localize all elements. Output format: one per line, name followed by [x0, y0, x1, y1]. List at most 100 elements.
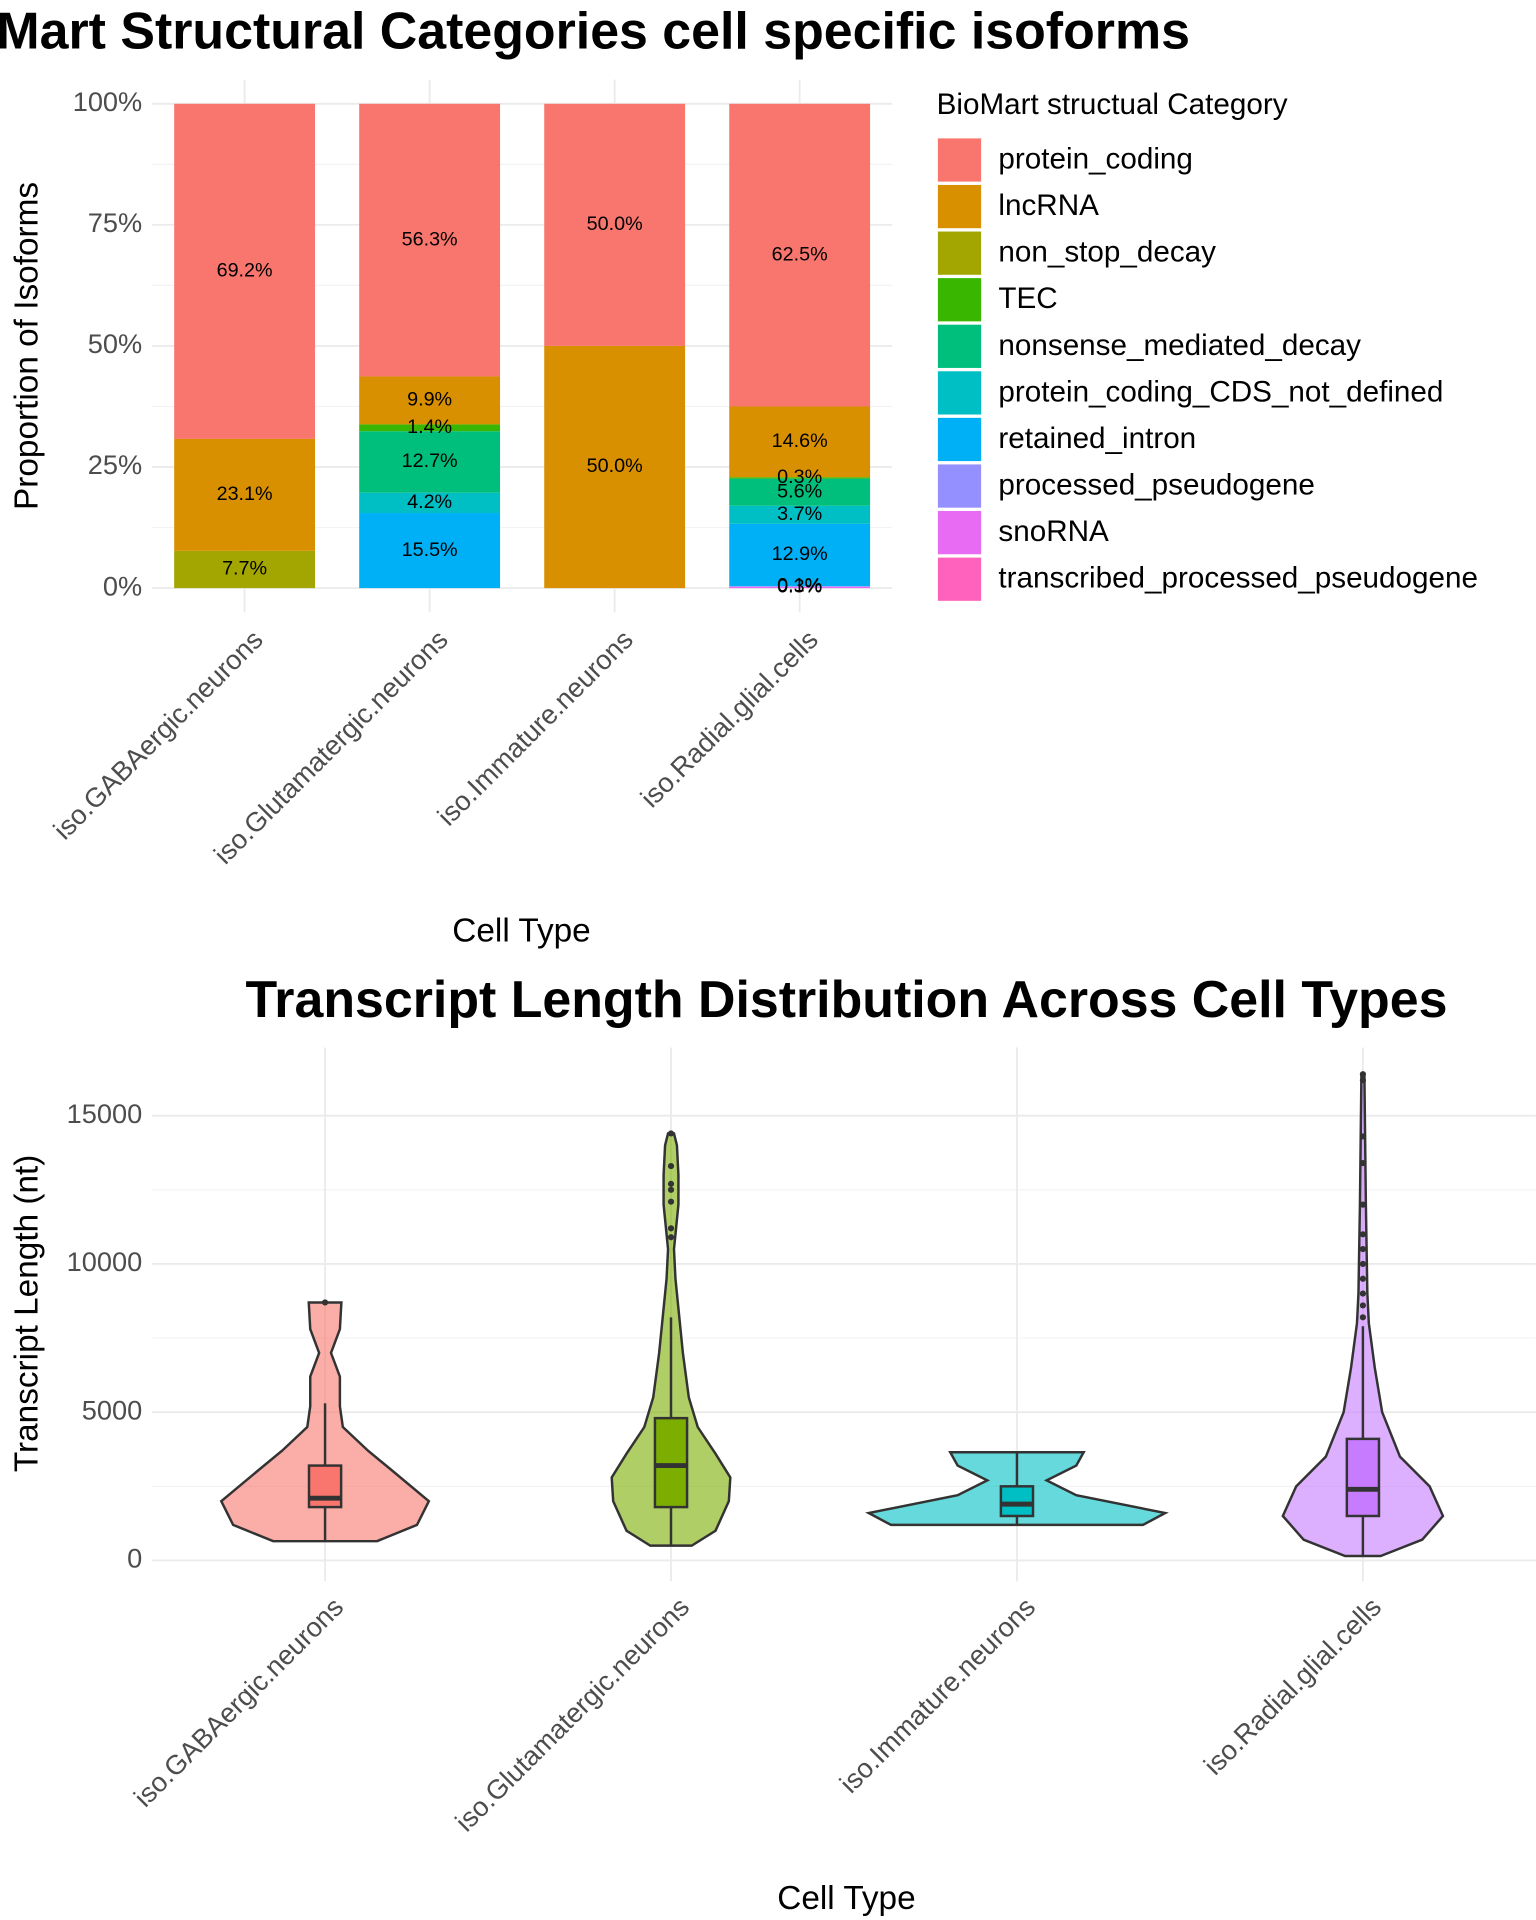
data-label: 5.6% — [777, 480, 822, 502]
outlier — [667, 1180, 675, 1187]
legend-label: nonsense_mediated_decay — [998, 329, 1361, 362]
legend-key — [937, 557, 982, 601]
box — [1345, 1437, 1381, 1518]
bar-segment — [729, 477, 871, 479]
outlier — [1359, 1071, 1366, 1078]
legend-key — [937, 184, 982, 229]
outlier — [1359, 1201, 1366, 1208]
bar-segment — [359, 424, 501, 432]
x-axis-title: Cell Type — [452, 913, 590, 950]
data-label: 9.9% — [407, 389, 452, 411]
outlier — [1359, 1290, 1366, 1297]
legend-key — [937, 324, 982, 368]
outlier — [1359, 1260, 1366, 1268]
legend-key — [937, 417, 982, 462]
outlier — [1359, 1133, 1366, 1140]
x-tick-label: iso.Radial.glial.cells — [634, 624, 824, 814]
y-axis-title: Transcript Length (nt) — [8, 1155, 45, 1473]
outlier — [667, 1225, 675, 1232]
legend-label: non_stop_decay — [998, 236, 1216, 269]
y-tick-label: 15000 — [67, 1098, 143, 1129]
x-tick-label: iso.Immature.neurons — [833, 1591, 1041, 1799]
bar-segment — [359, 431, 501, 493]
y-tick-label: 5000 — [82, 1394, 142, 1425]
x-axis-title: Cell Type — [777, 1880, 915, 1917]
y-tick-label: 10000 — [67, 1246, 143, 1277]
box — [307, 1464, 343, 1509]
outlier — [1359, 1231, 1366, 1238]
y-tick-label: 100% — [73, 86, 143, 117]
data-label: 50.0% — [587, 455, 643, 477]
bar-segment — [729, 478, 871, 506]
legend-key — [937, 464, 982, 508]
x-tick-label: iso.Radial.glial.cells — [1197, 1591, 1387, 1781]
data-label: 7.7% — [222, 558, 267, 580]
data-label: 62.5% — [772, 243, 828, 265]
bar-segment — [729, 523, 871, 587]
data-label: 23.1% — [217, 483, 273, 505]
legend-key — [937, 231, 982, 275]
data-label: 12.9% — [772, 543, 828, 565]
data-label: 15.5% — [402, 539, 458, 561]
outlier — [321, 1299, 329, 1306]
data-label: 0.1% — [777, 575, 822, 597]
y-axis-title: Proportion of Isoforms — [8, 182, 45, 510]
bar-segment — [729, 103, 871, 407]
legend-label: snoRNA — [998, 515, 1109, 548]
bar-segment — [544, 345, 686, 589]
data-label: 4.2% — [407, 491, 452, 513]
outlier — [667, 1198, 675, 1205]
bar-segment — [359, 492, 501, 514]
x-tick-label: iso.Immature.neurons — [431, 624, 639, 832]
legend-label: TEC — [998, 282, 1057, 315]
legend-key — [937, 278, 982, 322]
outlier — [1359, 1275, 1366, 1282]
bar-segment — [729, 505, 871, 524]
outlier — [1359, 1246, 1366, 1253]
y-tick-label: 0% — [103, 570, 142, 601]
legend-key — [937, 138, 982, 182]
outlier — [667, 1234, 675, 1241]
y-tick-label: 25% — [88, 449, 142, 480]
outlier — [1359, 1077, 1366, 1084]
box — [653, 1416, 689, 1509]
bar-segment — [729, 586, 871, 589]
legend-label: retained_intron — [998, 422, 1196, 455]
legend-label: transcribed_processed_pseudogene — [998, 562, 1478, 595]
y-tick-label: 0 — [127, 1543, 142, 1574]
outlier — [667, 1130, 675, 1137]
outlier — [667, 1162, 675, 1170]
legend-label: protein_coding — [998, 142, 1192, 175]
chart-title: BioMart Structural Categories cell speci… — [0, 1, 1190, 59]
bar-segment — [729, 406, 871, 478]
y-tick-label: 75% — [88, 207, 142, 238]
bar-segment — [359, 376, 501, 425]
box — [999, 1485, 1035, 1518]
bar-segment — [359, 513, 501, 589]
legend-key — [937, 511, 982, 555]
data-label: 0.3% — [777, 466, 822, 488]
data-label: 50.0% — [587, 213, 643, 235]
legend-label: lncRNA — [998, 189, 1099, 222]
bar-segment — [359, 103, 501, 377]
outlier — [1359, 1314, 1366, 1321]
legend-label: processed_pseudogene — [998, 468, 1314, 501]
data-label: 12.7% — [402, 450, 458, 472]
bar-segment — [544, 103, 686, 346]
bar-segment — [174, 103, 316, 439]
outlier — [1359, 1160, 1366, 1167]
y-tick-label: 50% — [88, 328, 142, 359]
x-tick-label: iso.GABAergic.neurons — [128, 1591, 350, 1813]
data-label: 0.3% — [777, 576, 822, 598]
legend-title: BioMart structual Category — [937, 88, 1288, 121]
legend-label: protein_coding_CDS_not_defined — [998, 375, 1443, 408]
bar-segment — [174, 550, 316, 589]
data-label: 69.2% — [217, 260, 273, 282]
bar-segment — [174, 438, 316, 551]
data-label: 14.6% — [772, 430, 828, 452]
legend-key — [937, 371, 982, 415]
outlier — [1359, 1302, 1366, 1309]
chart-title: Transcript Length Distribution Across Ce… — [245, 970, 1447, 1028]
data-label: 3.7% — [777, 503, 822, 525]
